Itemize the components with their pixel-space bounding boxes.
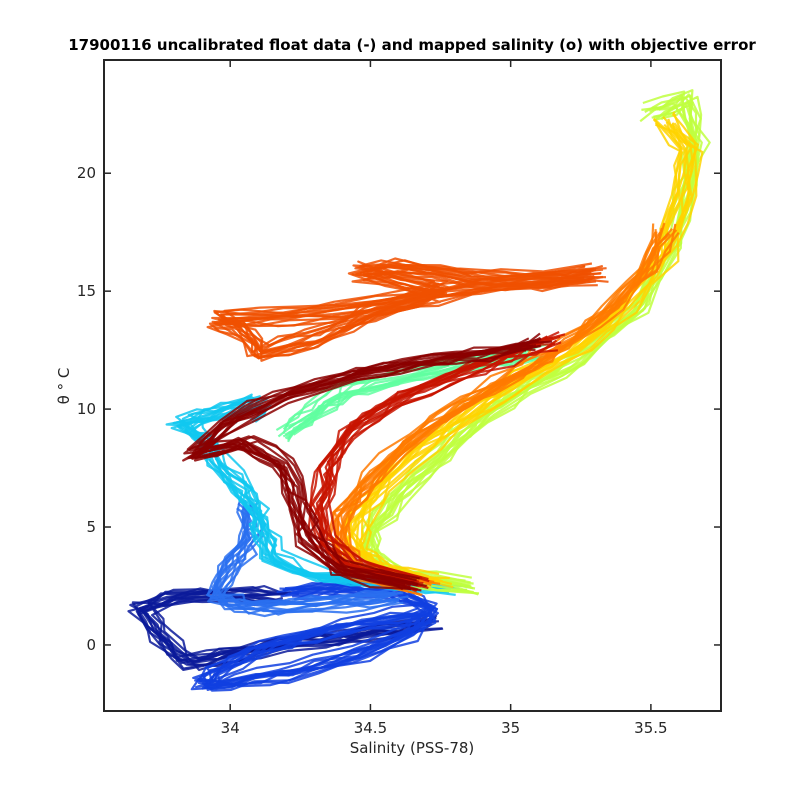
y-axis-label: θ ° C <box>55 368 73 405</box>
y-tick-label-2: 10 <box>77 400 96 418</box>
series-layer <box>127 89 711 692</box>
profile-line-series-0-13 <box>139 588 440 660</box>
profile-line-series-3-9 <box>179 405 450 592</box>
profile-line-series-2-11 <box>206 502 400 611</box>
profile-line-series-8-13 <box>220 259 593 350</box>
profile-line-series-1-12 <box>201 591 437 692</box>
profile-line-series-7-12 <box>347 223 677 583</box>
y-tick-label-0: 0 <box>86 636 96 654</box>
profile-line-series-6-1 <box>360 113 698 580</box>
profile-line-series-3-13 <box>179 400 460 591</box>
chart-title: 17900116 uncalibrated float data (-) and… <box>68 36 756 54</box>
profile-line-series-0-6 <box>138 596 430 664</box>
profile-line-series-8-12 <box>206 275 590 360</box>
axes-frame <box>103 59 722 712</box>
profile-line-series-2-12 <box>207 504 404 613</box>
profile-line-series-6-12 <box>357 128 704 589</box>
profile-line-series-9-10 <box>326 336 554 580</box>
y-tick-label-4: 20 <box>77 164 96 182</box>
y-tick-label-1: 5 <box>86 518 96 536</box>
x-tick-label-2: 35 <box>501 719 520 737</box>
profile-line-series-8-11 <box>219 265 591 352</box>
profile-line-series-0-12 <box>137 596 426 667</box>
profile-line-series-2-13 <box>214 498 402 608</box>
x-tick-label-0: 34 <box>221 719 240 737</box>
x-axis-ticks: 34 34.5 35 35.5 <box>221 60 668 737</box>
profile-line-series-10-12 <box>187 347 528 590</box>
profile-line-series-1-11 <box>203 586 436 689</box>
x-tick-label-3: 35.5 <box>634 719 667 737</box>
x-tick-label-1: 34.5 <box>354 719 387 737</box>
profile-line-series-10-13 <box>183 339 539 587</box>
x-axis-label: Salinity (PSS-78) <box>350 739 475 757</box>
y-tick-label-3: 15 <box>77 282 96 300</box>
y-axis-ticks: 0 5 10 15 20 <box>77 164 721 654</box>
